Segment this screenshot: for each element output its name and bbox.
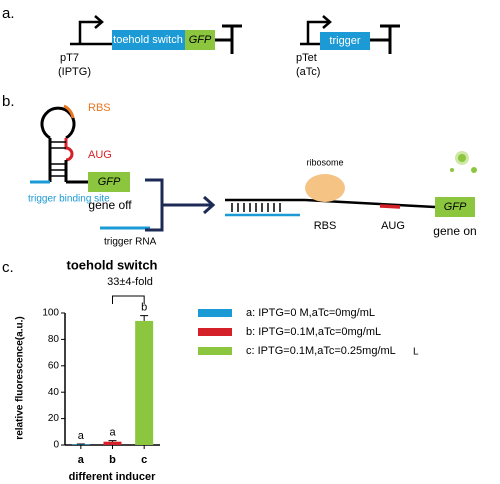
base-pairs — [50, 141, 66, 177]
rbs-label: RBS — [88, 102, 111, 114]
part-label: GFP — [189, 34, 212, 46]
chart-title: toehold switch — [67, 257, 158, 272]
bar — [103, 441, 122, 445]
error-bar — [108, 440, 117, 442]
y-tick-label: 0 — [53, 440, 59, 451]
gfp-box — [185, 30, 215, 50]
y-tick-label: 100 — [42, 308, 59, 319]
x-tick-label: a — [78, 454, 85, 466]
promoter-arrow — [306, 15, 332, 44]
trigger-box — [320, 32, 370, 50]
x-tick-label: b — [109, 454, 116, 466]
legend-swatch — [198, 328, 232, 336]
legend-label: b: IPTG=0.1M,aTc=0mg/mL — [246, 326, 381, 338]
duplex — [225, 198, 436, 217]
ribosome-label: ribosome — [306, 157, 343, 167]
legend-swatch — [198, 347, 232, 355]
error-bar — [140, 315, 149, 321]
bar — [71, 444, 90, 445]
gfp-label: GFP — [98, 176, 121, 188]
y-tick-label: 60 — [48, 360, 60, 371]
inducer-label: (IPTG) — [58, 66, 91, 78]
promoter-label: pT7 — [60, 52, 79, 64]
x-axis-label: different inducer — [69, 471, 157, 483]
x-tick-label: c — [141, 454, 147, 466]
gene-on-label: gene on — [433, 224, 476, 238]
arrow — [145, 178, 216, 232]
promoter-label: pTet — [296, 52, 317, 64]
gene-off-label: gene off — [88, 198, 132, 212]
aug-label: AUG — [88, 149, 112, 161]
legend-extra: L — [413, 347, 419, 358]
y-tick-label: 80 — [48, 334, 60, 345]
terminator — [215, 24, 242, 54]
part-label: trigger — [329, 35, 361, 47]
ribosome — [305, 174, 345, 202]
significance-label: b — [141, 302, 147, 314]
gfp-box — [88, 172, 130, 192]
gfp-label: GFP — [444, 201, 467, 213]
glow — [450, 151, 477, 173]
binding-site-label: trigger binding site — [28, 194, 110, 205]
inducer-label: (aTc) — [296, 66, 320, 78]
aug-label: AUG — [381, 220, 405, 232]
hairpin — [30, 104, 88, 184]
terminator — [370, 24, 400, 54]
rbs-label: RBS — [314, 220, 337, 232]
y-axis-label: relative fluorescence(a.u.) — [15, 316, 26, 439]
significance-label: a — [78, 430, 85, 442]
legend-label: c: IPTG=0.1M,aTc=0.25mg/mL — [246, 345, 396, 357]
promoter-arrow — [78, 15, 104, 44]
gfp-box — [435, 197, 475, 217]
toehold-box — [112, 30, 185, 50]
bracket — [112, 295, 145, 304]
panel-label: b. — [2, 93, 15, 110]
panel-label: a. — [2, 5, 15, 22]
y-tick-label: 40 — [48, 387, 60, 398]
annotation: 33±4-fold — [107, 276, 153, 288]
y-tick-label: 20 — [48, 413, 60, 424]
bar — [135, 320, 154, 445]
significance-label: a — [109, 427, 116, 439]
part-label: toehold switch — [113, 34, 183, 46]
panel-label: c. — [2, 259, 14, 276]
legend-swatch — [198, 309, 232, 317]
trigger-rna-label: trigger RNA — [104, 237, 157, 248]
legend-label: a: IPTG=0 M,aTc=0mg/mL — [246, 307, 375, 319]
